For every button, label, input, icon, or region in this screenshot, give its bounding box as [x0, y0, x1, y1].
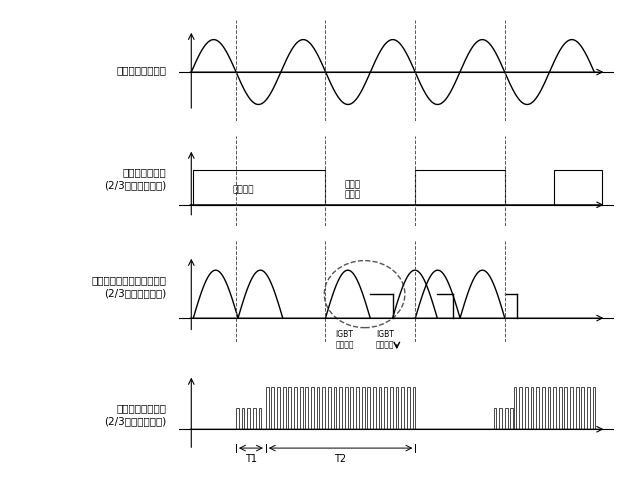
- Bar: [384, 387, 387, 429]
- Bar: [525, 387, 528, 429]
- Bar: [576, 387, 579, 429]
- Bar: [531, 387, 533, 429]
- Bar: [581, 387, 584, 429]
- Bar: [511, 408, 513, 429]
- Bar: [294, 387, 297, 429]
- Text: ＩＧＢＴ駆動波形
(2/3デューティ比): ＩＧＢＴ駆動波形 (2/3デューティ比): [104, 403, 166, 427]
- Bar: [593, 387, 595, 429]
- Bar: [328, 387, 331, 429]
- Bar: [247, 408, 250, 429]
- Bar: [271, 387, 275, 429]
- Bar: [564, 387, 567, 429]
- Bar: [379, 387, 381, 429]
- Bar: [373, 387, 376, 429]
- Bar: [519, 387, 522, 429]
- Bar: [300, 387, 303, 429]
- Bar: [559, 387, 562, 429]
- Bar: [401, 387, 404, 429]
- Bar: [351, 387, 353, 429]
- Bar: [542, 387, 545, 429]
- Bar: [253, 408, 256, 429]
- Text: T2: T2: [335, 454, 347, 464]
- Bar: [499, 408, 502, 429]
- Bar: [514, 387, 516, 429]
- Bar: [356, 387, 359, 429]
- Bar: [289, 387, 291, 429]
- Text: T1: T1: [245, 454, 257, 464]
- Bar: [277, 387, 280, 429]
- Bar: [536, 387, 539, 429]
- Bar: [193, 171, 326, 205]
- Bar: [259, 408, 261, 429]
- Bar: [570, 387, 573, 429]
- Bar: [505, 408, 508, 429]
- Bar: [554, 171, 602, 205]
- Text: 加熱停
止区間: 加熱停 止区間: [344, 180, 360, 199]
- Text: IGBT
作動区径: IGBT 作動区径: [335, 330, 354, 350]
- Bar: [266, 387, 269, 429]
- Bar: [362, 387, 365, 429]
- Bar: [339, 387, 342, 429]
- Bar: [415, 171, 505, 205]
- Bar: [283, 387, 285, 429]
- Bar: [323, 387, 325, 429]
- Text: 交流商用電源波形: 交流商用電源波形: [116, 65, 166, 75]
- Text: ＩＧＢＴのＣ極の電圧波形
(2/3デューティ比): ＩＧＢＴのＣ極の電圧波形 (2/3デューティ比): [92, 275, 166, 298]
- Bar: [311, 387, 314, 429]
- Text: 低電力加覟波形
(2/3デューティ比): 低電力加覟波形 (2/3デューティ比): [104, 167, 166, 190]
- Bar: [390, 387, 393, 429]
- Bar: [493, 408, 497, 429]
- Bar: [345, 387, 348, 429]
- Bar: [333, 387, 337, 429]
- Bar: [547, 387, 550, 429]
- Bar: [396, 387, 399, 429]
- Text: 加熱区間: 加熱区間: [233, 185, 255, 194]
- Bar: [236, 408, 239, 429]
- Bar: [367, 387, 370, 429]
- Bar: [587, 387, 590, 429]
- Bar: [407, 387, 410, 429]
- Bar: [413, 387, 415, 429]
- Text: IGBT
作動区径: IGBT 作動区径: [376, 330, 394, 350]
- Bar: [553, 387, 556, 429]
- Bar: [317, 387, 319, 429]
- Bar: [305, 387, 308, 429]
- Bar: [242, 408, 244, 429]
